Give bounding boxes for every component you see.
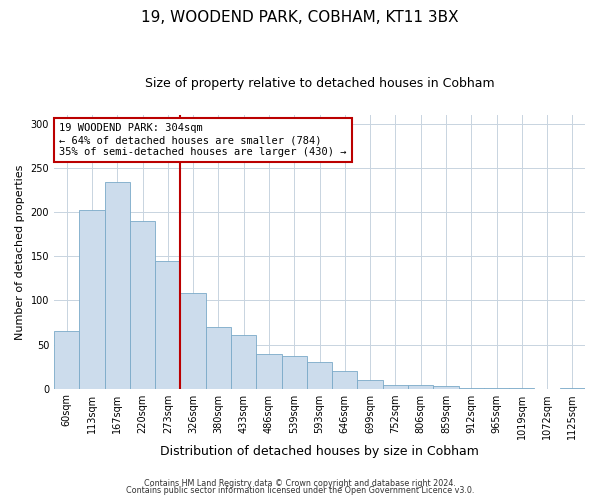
Bar [383, 385, 408, 388]
Bar [130, 221, 155, 388]
Bar [231, 335, 256, 388]
Y-axis label: Number of detached properties: Number of detached properties [15, 164, 25, 340]
Bar [332, 371, 358, 388]
Text: 19, WOODEND PARK, COBHAM, KT11 3BX: 19, WOODEND PARK, COBHAM, KT11 3BX [141, 10, 459, 25]
Bar [256, 354, 281, 388]
Bar [281, 356, 307, 388]
Bar [307, 362, 332, 388]
Bar [433, 386, 458, 388]
X-axis label: Distribution of detached houses by size in Cobham: Distribution of detached houses by size … [160, 444, 479, 458]
Text: Contains public sector information licensed under the Open Government Licence v3: Contains public sector information licen… [126, 486, 474, 495]
Title: Size of property relative to detached houses in Cobham: Size of property relative to detached ho… [145, 78, 494, 90]
Bar [181, 294, 206, 388]
Bar [155, 260, 181, 388]
Bar [79, 210, 104, 388]
Bar [408, 385, 433, 388]
Bar [54, 332, 79, 388]
Text: Contains HM Land Registry data © Crown copyright and database right 2024.: Contains HM Land Registry data © Crown c… [144, 478, 456, 488]
Text: 19 WOODEND PARK: 304sqm
← 64% of detached houses are smaller (784)
35% of semi-d: 19 WOODEND PARK: 304sqm ← 64% of detache… [59, 124, 347, 156]
Bar [104, 182, 130, 388]
Bar [206, 327, 231, 388]
Bar [358, 380, 383, 388]
